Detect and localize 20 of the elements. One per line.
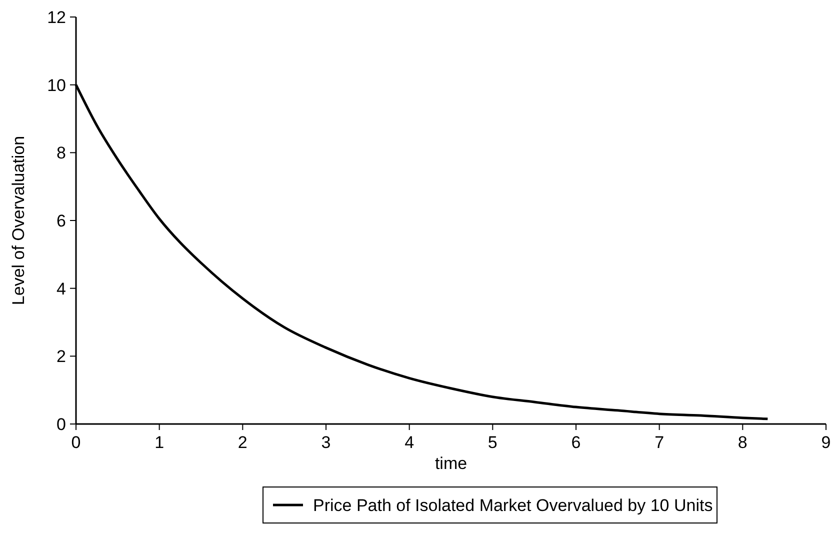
y-tick-label: 4 — [56, 279, 66, 298]
x-tick-label: 5 — [488, 433, 498, 452]
x-tick-label: 9 — [821, 433, 831, 452]
x-tick-label: 7 — [654, 433, 664, 452]
y-axis-title: Level of Overvaluation — [9, 136, 28, 306]
x-tick-label: 1 — [154, 433, 164, 452]
x-tick-label: 8 — [738, 433, 748, 452]
x-tick-label: 2 — [238, 433, 248, 452]
y-tick-label: 6 — [56, 211, 66, 230]
x-axis-title: time — [434, 454, 468, 473]
x-tick-label: 4 — [404, 433, 414, 452]
y-tick-label: 10 — [47, 76, 66, 95]
x-tick-label: 0 — [71, 433, 81, 452]
y-tick-label: 0 — [56, 414, 66, 434]
x-tick-label: 3 — [321, 433, 331, 452]
legend-label: Price Path of Isolated Market Overvalued by 10 Units — [313, 496, 713, 515]
y-tick-label: 2 — [56, 347, 66, 366]
y-tick-label: 12 — [47, 8, 66, 27]
y-tick-label: 8 — [56, 144, 66, 163]
x-tick-label: 6 — [571, 433, 581, 452]
